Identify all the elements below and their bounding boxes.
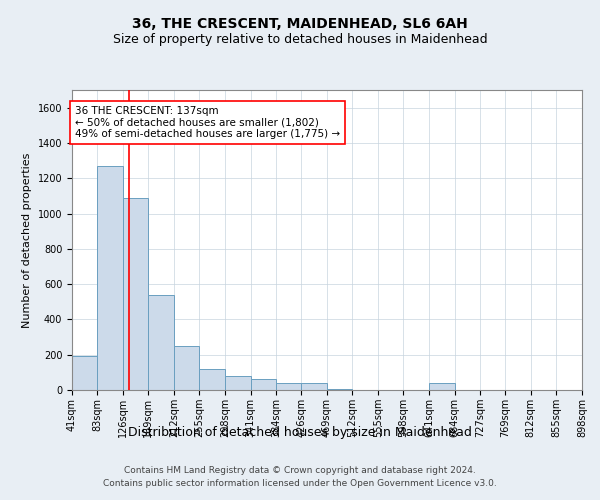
Bar [97, 166, 122, 390]
Bar [199, 369, 225, 390]
Text: Size of property relative to detached houses in Maidenhead: Size of property relative to detached ho… [113, 32, 487, 46]
Text: 36, THE CRESCENT, MAIDENHEAD, SL6 6AH: 36, THE CRESCENT, MAIDENHEAD, SL6 6AH [132, 18, 468, 32]
Bar [327, 389, 352, 390]
Bar [174, 346, 199, 390]
Bar [301, 383, 327, 390]
Bar [148, 294, 174, 390]
Bar [122, 198, 148, 390]
Bar [251, 380, 276, 390]
Bar [72, 356, 97, 390]
Text: Contains HM Land Registry data © Crown copyright and database right 2024.
Contai: Contains HM Land Registry data © Crown c… [103, 466, 497, 487]
Bar [225, 376, 251, 390]
Bar [276, 383, 301, 390]
Y-axis label: Number of detached properties: Number of detached properties [22, 152, 32, 328]
Text: Distribution of detached houses by size in Maidenhead: Distribution of detached houses by size … [128, 426, 472, 439]
Bar [429, 383, 455, 390]
Text: 36 THE CRESCENT: 137sqm
← 50% of detached houses are smaller (1,802)
49% of semi: 36 THE CRESCENT: 137sqm ← 50% of detache… [75, 106, 340, 139]
